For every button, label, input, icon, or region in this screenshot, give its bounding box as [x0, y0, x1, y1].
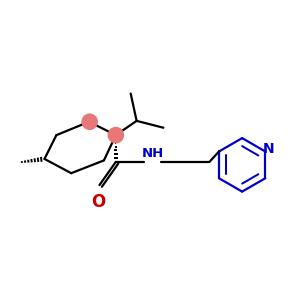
Text: N: N	[263, 142, 275, 156]
Circle shape	[81, 113, 98, 130]
Text: O: O	[91, 193, 105, 211]
Text: NH: NH	[142, 146, 164, 160]
Circle shape	[107, 127, 124, 143]
